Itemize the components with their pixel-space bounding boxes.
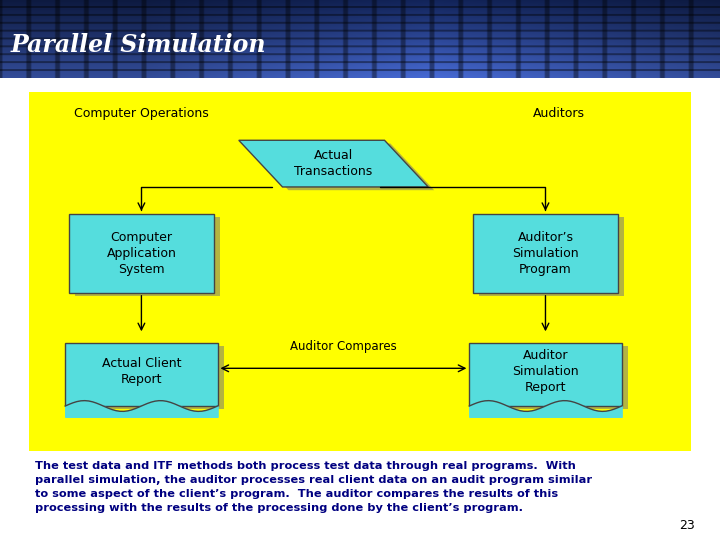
FancyBboxPatch shape bbox=[469, 343, 621, 406]
FancyBboxPatch shape bbox=[66, 343, 217, 406]
FancyBboxPatch shape bbox=[472, 214, 618, 293]
Polygon shape bbox=[245, 144, 434, 190]
FancyBboxPatch shape bbox=[479, 217, 624, 296]
Text: 23: 23 bbox=[679, 519, 695, 532]
FancyBboxPatch shape bbox=[74, 217, 220, 296]
Text: Actual
Transactions: Actual Transactions bbox=[294, 149, 373, 178]
Text: Auditor’s
Simulation
Program: Auditor’s Simulation Program bbox=[512, 231, 579, 276]
Text: Computer Operations: Computer Operations bbox=[74, 107, 209, 120]
Text: Computer
Application
System: Computer Application System bbox=[107, 231, 176, 276]
Text: Auditor Compares: Auditor Compares bbox=[290, 340, 397, 353]
FancyBboxPatch shape bbox=[475, 346, 628, 409]
Text: Auditors: Auditors bbox=[533, 107, 585, 120]
Text: Parallel Simulation: Parallel Simulation bbox=[11, 33, 266, 57]
Polygon shape bbox=[239, 140, 428, 187]
Text: Auditor
Simulation
Report: Auditor Simulation Report bbox=[512, 348, 579, 394]
Text: Actual Client
Report: Actual Client Report bbox=[102, 356, 181, 386]
Text: The test data and ITF methods both process test data through real programs.  Wit: The test data and ITF methods both proce… bbox=[35, 461, 593, 513]
FancyBboxPatch shape bbox=[68, 214, 215, 293]
FancyBboxPatch shape bbox=[71, 346, 223, 409]
